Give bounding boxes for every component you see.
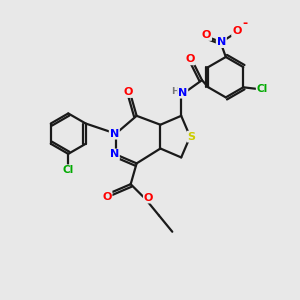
- Text: -: -: [242, 17, 247, 30]
- Text: N: N: [178, 88, 187, 98]
- Text: O: O: [232, 26, 242, 36]
- Text: Cl: Cl: [257, 84, 268, 94]
- Text: O: O: [185, 54, 195, 64]
- Text: S: S: [188, 132, 196, 142]
- Text: N: N: [110, 149, 119, 160]
- Text: N: N: [217, 37, 226, 47]
- Text: O: O: [202, 30, 211, 40]
- Text: Cl: Cl: [63, 165, 74, 175]
- Text: H: H: [171, 87, 178, 96]
- Text: O: O: [123, 87, 132, 97]
- Text: N: N: [110, 129, 119, 139]
- Text: O: O: [102, 192, 112, 202]
- Text: O: O: [144, 193, 153, 202]
